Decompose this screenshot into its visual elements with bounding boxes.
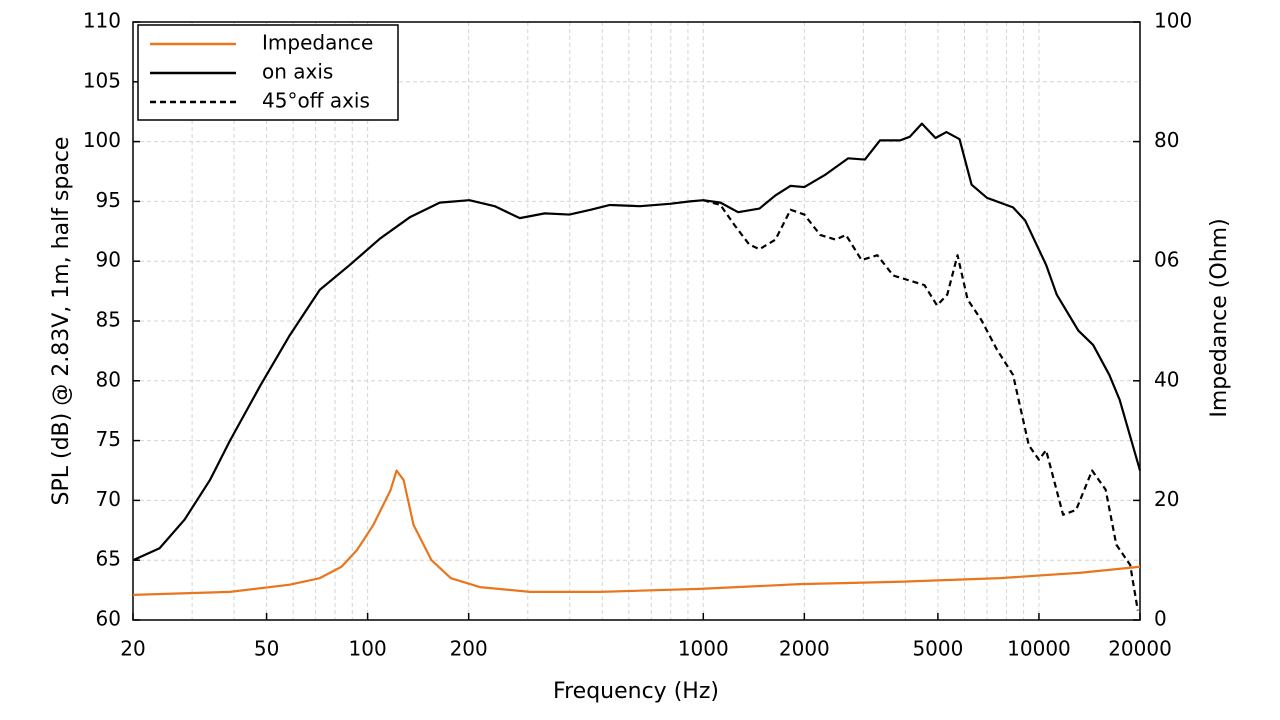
x-tick-label: 1000 bbox=[678, 637, 729, 661]
x-tick-label: 50 bbox=[254, 637, 279, 661]
x-tick-label: 100 bbox=[349, 637, 387, 661]
x-tick-label: 20000 bbox=[1108, 637, 1172, 661]
y-tick-label: 85 bbox=[96, 308, 121, 332]
y-axis-title: SPL (dB) @ 2.83V, 1m, half space bbox=[49, 137, 74, 506]
x-axis-title: Frequency (Hz) bbox=[553, 679, 719, 704]
y2-tick-label: 06 bbox=[1154, 248, 1179, 272]
y2-tick-label: 0 bbox=[1154, 607, 1167, 631]
x-tick-label: 20 bbox=[120, 637, 145, 661]
y-tick-label: 90 bbox=[96, 248, 121, 272]
plot-frame bbox=[132, 21, 1141, 621]
y-tick-label: 95 bbox=[96, 188, 121, 212]
y2-axis-title: Impedance (Ohm) bbox=[1207, 218, 1232, 417]
y-tick-label: 60 bbox=[96, 607, 121, 631]
legend-label: on axis bbox=[262, 60, 333, 84]
legend-label: Impedance bbox=[262, 31, 373, 55]
series-line bbox=[132, 122, 1142, 562]
legend-label: 45°off axis bbox=[262, 89, 370, 113]
y-tick-label: 80 bbox=[96, 367, 121, 391]
x-tick-label: 200 bbox=[450, 637, 488, 661]
x-tick-label: 2000 bbox=[779, 637, 830, 661]
y-tick-label: 75 bbox=[96, 427, 121, 451]
y-tick-label: 100 bbox=[83, 128, 121, 152]
y2-tick-label: 100 bbox=[1154, 9, 1192, 33]
x-tick-label: 5000 bbox=[912, 637, 963, 661]
x-tick-label: 10000 bbox=[1007, 637, 1071, 661]
y-tick-label: 110 bbox=[83, 9, 121, 33]
y-tick-label: 105 bbox=[83, 68, 121, 92]
series-line bbox=[702, 199, 1139, 611]
y-tick-label: 70 bbox=[96, 487, 121, 511]
y2-tick-label: 20 bbox=[1154, 487, 1179, 511]
series-line bbox=[132, 469, 1141, 596]
y-tick-label: 65 bbox=[96, 547, 121, 571]
y2-tick-label: 80 bbox=[1154, 128, 1179, 152]
y2-tick-label: 40 bbox=[1154, 367, 1179, 391]
